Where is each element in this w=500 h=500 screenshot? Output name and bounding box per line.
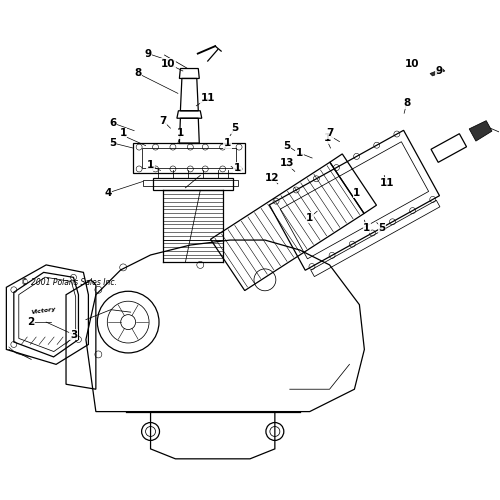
Text: 11: 11: [200, 94, 215, 104]
Text: 5: 5: [378, 222, 386, 232]
Text: 5: 5: [110, 138, 117, 148]
Text: 1: 1: [120, 128, 127, 138]
Polygon shape: [430, 68, 445, 76]
Text: 6: 6: [110, 118, 117, 128]
Text: 12: 12: [265, 173, 280, 183]
Text: 1: 1: [363, 222, 370, 232]
Polygon shape: [469, 120, 492, 141]
Text: 7: 7: [160, 116, 166, 126]
Text: 8: 8: [403, 98, 410, 108]
Text: 3: 3: [70, 330, 77, 340]
Text: 1: 1: [306, 212, 314, 222]
Text: 1: 1: [224, 138, 231, 148]
Text: 9: 9: [144, 48, 152, 58]
Text: 2: 2: [28, 317, 35, 327]
Text: 1: 1: [296, 148, 304, 158]
Text: © 2001 Polaris Sales Inc.: © 2001 Polaris Sales Inc.: [22, 278, 118, 287]
Text: 10: 10: [160, 58, 175, 68]
Text: 11: 11: [380, 178, 394, 188]
Text: Victory: Victory: [31, 306, 56, 315]
Text: 4: 4: [104, 188, 112, 198]
Text: 1: 1: [324, 133, 330, 143]
Text: 1: 1: [234, 163, 241, 173]
Text: 9: 9: [436, 66, 442, 76]
Text: 5: 5: [232, 123, 238, 133]
Text: 5: 5: [284, 140, 291, 150]
Text: 8: 8: [134, 68, 142, 78]
Text: 10: 10: [404, 58, 419, 68]
Text: 13: 13: [280, 158, 294, 168]
Text: 7: 7: [326, 128, 333, 138]
Text: 1: 1: [147, 160, 154, 170]
Text: 1: 1: [354, 188, 360, 198]
Text: 1: 1: [177, 128, 184, 138]
